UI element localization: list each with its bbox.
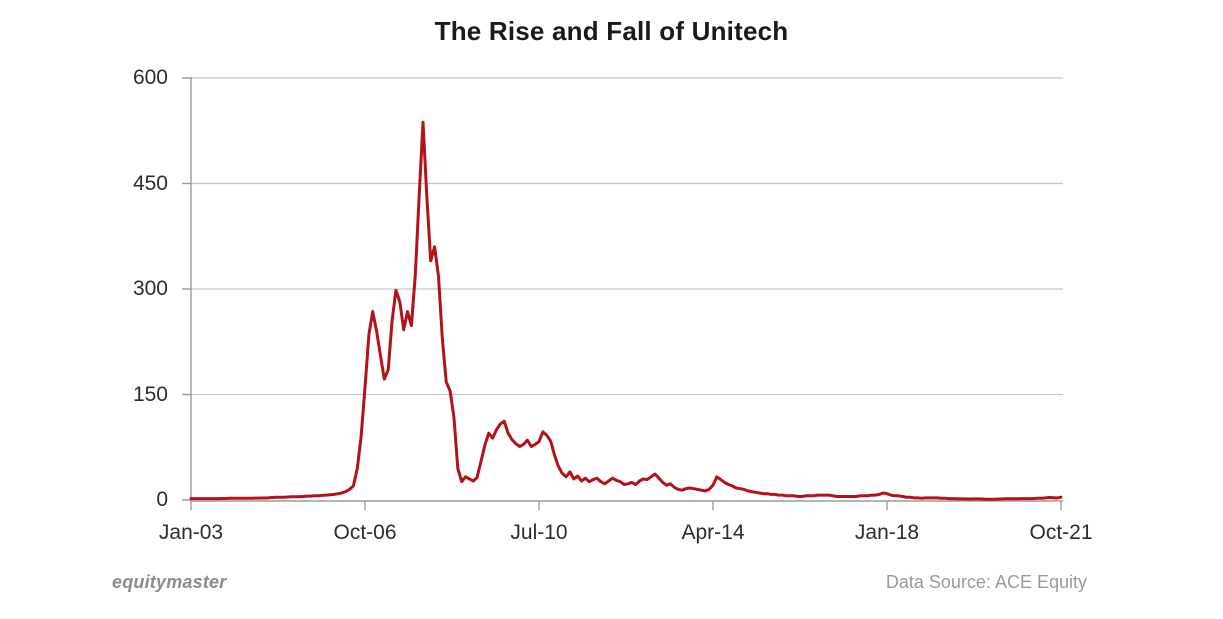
x-axis-label-Jan-03: Jan-03 (158, 521, 224, 544)
y-axis-label-150: 150 (132, 382, 168, 406)
y-axis-label-450: 450 (132, 171, 168, 195)
x-axis-label-Jul-10: Jul-10 (510, 521, 568, 544)
data-source-note: Data Source: ACE Equity (885, 572, 1087, 592)
x-axis-label-Apr-14: Apr-14 (681, 521, 745, 544)
x-axis-label-Oct-06: Oct-06 (333, 521, 397, 544)
chart-title: The Rise and Fall of Unitech (434, 16, 789, 46)
x-axis-label-Jan-18: Jan-18 (854, 521, 920, 544)
x-axis-label-Oct-21: Oct-21 (1029, 521, 1093, 544)
equitymaster-logo: equitymaster (112, 572, 227, 592)
y-axis-label-600: 600 (132, 66, 168, 89)
y-axis-label-0: 0 (156, 488, 168, 511)
y-axis-label-300: 300 (132, 277, 168, 300)
price-line (189, 120, 1063, 501)
